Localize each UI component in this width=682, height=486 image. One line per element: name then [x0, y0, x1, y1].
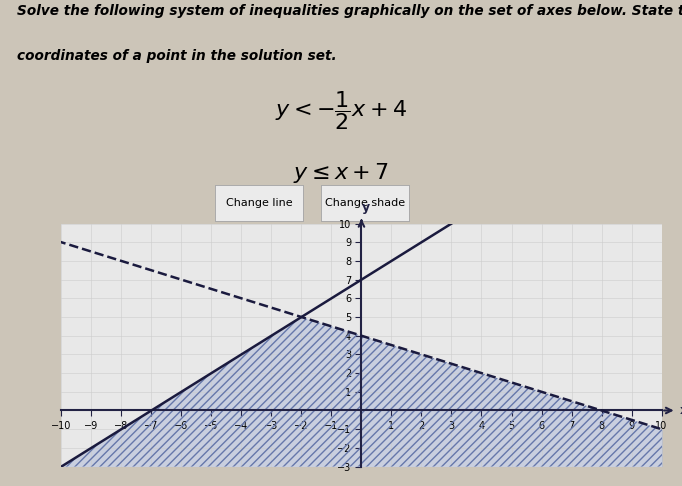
Text: Change line: Change line [226, 198, 293, 208]
Text: $y < -\dfrac{1}{2}x + 4$: $y < -\dfrac{1}{2}x + 4$ [275, 89, 407, 132]
Text: y: y [362, 201, 370, 214]
Text: $y \leq x + 7$: $y \leq x + 7$ [293, 161, 389, 185]
Text: coordinates of a point in the solution set.: coordinates of a point in the solution s… [17, 49, 337, 63]
Text: Solve the following system of inequalities graphically on the set of axes below.: Solve the following system of inequaliti… [17, 4, 682, 18]
Text: x: x [679, 404, 682, 417]
Text: Change shade: Change shade [325, 198, 405, 208]
